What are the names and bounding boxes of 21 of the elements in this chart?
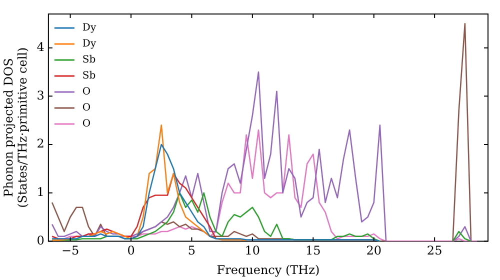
y-tick-label: 2 (36, 136, 44, 151)
x-tick-label: 20 (366, 244, 382, 258)
y-tick-label: 0 (36, 233, 44, 248)
x-axis-title: Frequency (THz) (216, 262, 320, 277)
legend-label: O (82, 118, 91, 130)
y-tick-label: 1 (36, 184, 44, 199)
x-tick-label: 10 (244, 244, 260, 258)
legend-label: Dy (82, 38, 96, 50)
x-tick-label: 5 (188, 244, 196, 258)
y-tick-label: 3 (36, 88, 44, 102)
legend-label: Dy (82, 22, 96, 34)
x-tick-label: −5 (61, 244, 80, 258)
legend-label: O (82, 86, 91, 98)
y-axis-title: Phonon projected DOS (States/THz·primitive cell) (1, 47, 30, 208)
x-tick-label: 15 (306, 244, 321, 258)
legend-label: Sb (82, 70, 96, 82)
legend-label: Sb (82, 54, 96, 66)
x-tick-label: 0 (127, 244, 135, 258)
legend-label: O (82, 102, 91, 114)
y-tick-label: 4 (36, 40, 45, 54)
x-tick-label: 25 (426, 244, 442, 258)
